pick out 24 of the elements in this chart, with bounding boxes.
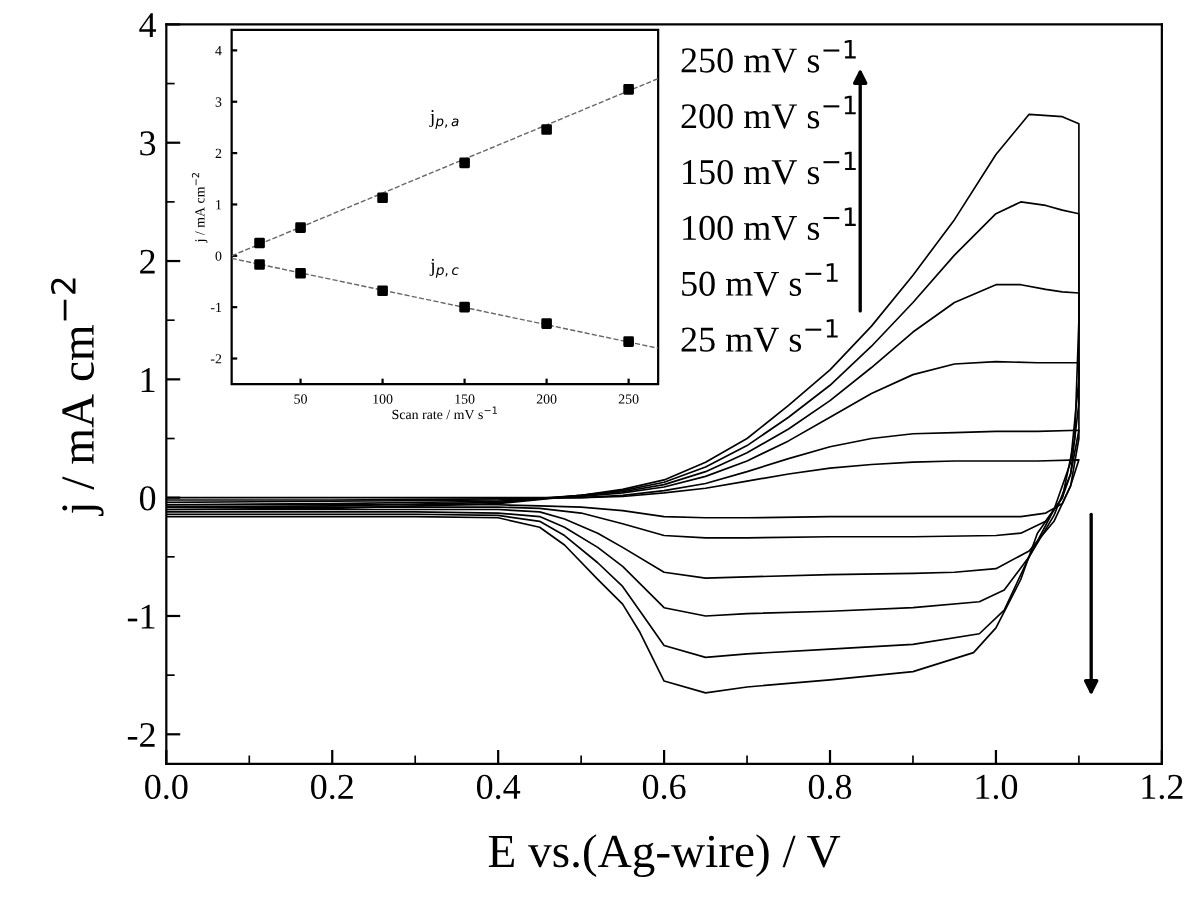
annotation: 150 mV s$^{−1}$ xyxy=(683,151,856,185)
annotation: 250 mV s$^{−1}$ xyxy=(681,40,856,73)
x-tick-label: 0.8 xyxy=(808,774,852,800)
annotation: j$_{p,a}$ xyxy=(429,110,459,129)
y-tick-label: 0 xyxy=(139,486,156,511)
annotation: 100 mV s$^{−1}$ xyxy=(683,207,856,241)
x-tick-label: 0.2 xyxy=(311,774,353,800)
y-tick-label: -2 xyxy=(127,722,155,747)
y-tick-label: 3 xyxy=(140,131,156,156)
x-tick-label: 0.0 xyxy=(145,774,188,800)
x-tick-label: 0.6 xyxy=(642,774,686,800)
y-tick-label: 2 xyxy=(140,249,155,274)
y-tick-label: -1 xyxy=(127,604,155,629)
x-tick-label: 0.4 xyxy=(476,774,521,800)
x-tick-label: 1.2 xyxy=(1142,774,1183,800)
y-axis-title: j / mA cm$^{−2}$ xyxy=(50,278,104,516)
annotation: 50 mV s$^{−1}$ xyxy=(682,263,838,297)
y-tick-label: 4 xyxy=(139,13,157,37)
x-tick-label: 1.0 xyxy=(976,774,1018,800)
annotation: j$_{p,c}$ xyxy=(429,258,459,278)
annotation: 200 mV s$^{−1}$ xyxy=(681,95,856,129)
annotation: 25 mV s$^{−1}$ xyxy=(681,319,838,352)
x-axis-title: E vs.(Ag-wire) / V xyxy=(488,834,841,878)
y-tick-label: 1 xyxy=(141,368,155,392)
